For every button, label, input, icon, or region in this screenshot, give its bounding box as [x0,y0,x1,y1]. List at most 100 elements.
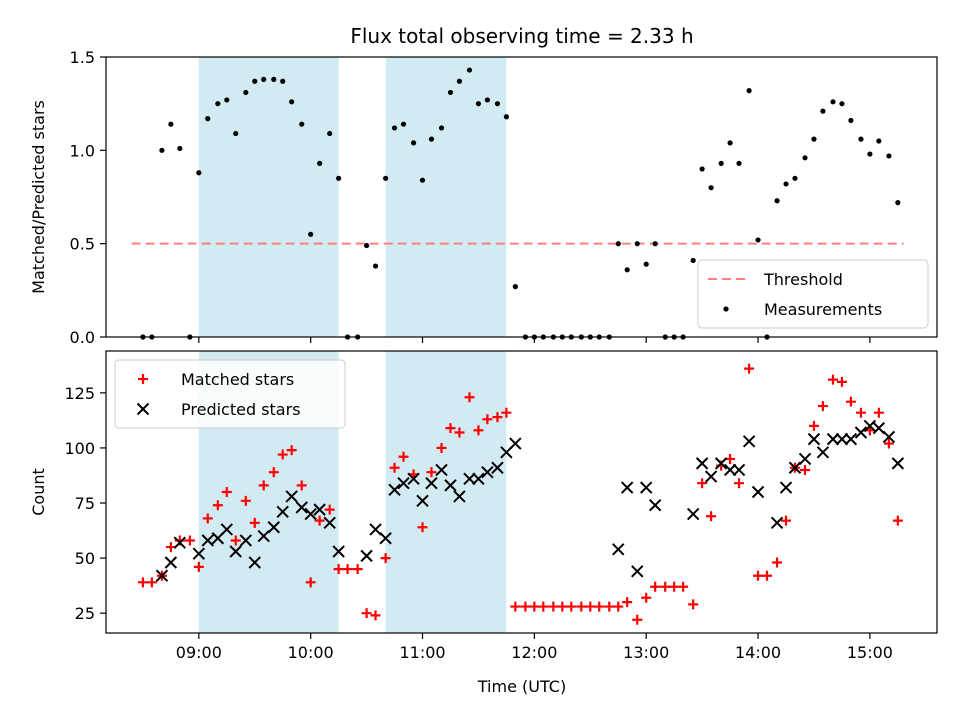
measurement-point [699,166,705,172]
matched-stars-point [660,581,671,592]
y-tick-label: 125 [64,384,95,403]
measurement-point [438,125,445,131]
matched-stars-point [324,504,335,515]
predicted-stars-point [332,545,345,558]
measurement-point [503,114,510,120]
predicted-stars-point [770,516,784,530]
measurement-point [643,261,649,267]
axes-frame [105,350,938,634]
predicted-stars-point [192,547,206,560]
measurement-point [755,237,761,243]
matched-stars-point [146,577,157,588]
matched-stars-point [510,601,521,612]
predicted-stars-point [612,543,625,556]
measurement-point [802,155,808,161]
predicted-stars-point [388,483,401,497]
matched-stars-point [249,517,260,528]
legend-matched-swatch [138,374,148,384]
matched-stars-point [352,564,363,575]
predicted-stars-point [155,569,169,582]
matched-stars-point [557,601,568,612]
matched-stars-point [855,407,866,418]
predicted-stars-point [648,499,662,512]
matched-stars-point [650,581,661,592]
predicted-stars-point [509,437,522,450]
predicted-stars-point [304,507,317,521]
matched-stars-point [333,564,344,575]
measurement-point [615,241,621,247]
matched-stars-point [184,535,195,546]
matched-stars-point [501,407,512,418]
measurement-point [456,78,463,84]
y-tick-label: 0.0 [70,328,95,347]
predicted-stars-point [732,463,746,477]
predicted-stars-point [313,503,326,516]
y-tick-label: 75 [75,494,95,513]
measurement-point [252,78,258,84]
predicted-stars-point [425,476,438,490]
predicted-stars-point [891,457,905,470]
measurement-point [718,160,724,166]
legend-label: Threshold [763,270,843,289]
y-tick-label: 0.5 [70,235,95,254]
matched-stars-point [734,478,745,489]
matched-stars-point [258,480,269,491]
predicted-stars-point [686,507,700,521]
legend-label: Predicted stars [181,400,301,419]
matched-stars-point [613,601,624,612]
series-plus [137,363,903,625]
matched-stars-point [744,363,755,374]
x-tick-label: 10:00 [288,643,334,662]
legend-label: Matched stars [181,370,294,389]
predicted-stars-point [491,461,504,474]
matched-stars-point [342,564,353,575]
predicted-stars-point [201,534,214,547]
measurement-point [280,78,286,84]
measurement-point [876,138,882,144]
predicted-stars-point [481,465,494,479]
predicted-stars-point [826,432,840,446]
measurement-point [177,145,183,152]
matched-stars-point [426,467,437,478]
matched-stars-point [464,392,475,403]
matched-stars-point [808,420,819,431]
measurement-point [811,136,817,142]
predicted-stars-point [295,501,308,514]
predicted-stars-point [444,479,457,492]
measurement-point [233,130,239,137]
matched-stars-point [492,412,503,423]
y-tick-label: 50 [75,549,95,568]
matched-stars-point [389,462,400,473]
matched-stars-point [827,374,838,385]
matched-stars-point [781,515,792,526]
x-axis-label: Time (UTC) [477,677,566,696]
matched-stars-point [678,581,689,592]
measurement-point [159,147,165,153]
matched-stars-point [566,601,577,612]
matched-stars-point [314,515,325,526]
predicted-stars-point [863,419,877,433]
ratio-panel: 0.0 0.5 1.0 1.5 Matched/Predicted stars Thres… [29,48,938,347]
measurement-point [224,97,230,103]
predicted-stars-point [723,463,737,477]
matched-stars-point [548,601,559,612]
legend-measurement-swatch [723,306,729,312]
measurement-point [783,181,789,187]
y-tick-label: 100 [64,439,95,458]
predicted-stars-point [360,549,373,563]
predicted-stars-point [788,461,802,474]
measurement-point [774,198,780,204]
measurement-point [363,242,370,249]
series-dot [140,67,901,340]
matched-stars-point [641,592,652,603]
measurement-point [466,67,473,73]
measurement-point [289,99,295,105]
measurement-point [708,185,714,191]
predicted-stars-point [695,457,709,470]
matched-stars-point [761,570,772,581]
measurement-point [839,101,845,107]
measurement-point [336,175,342,181]
matched-stars-point [688,599,699,610]
legend-box [697,259,929,329]
